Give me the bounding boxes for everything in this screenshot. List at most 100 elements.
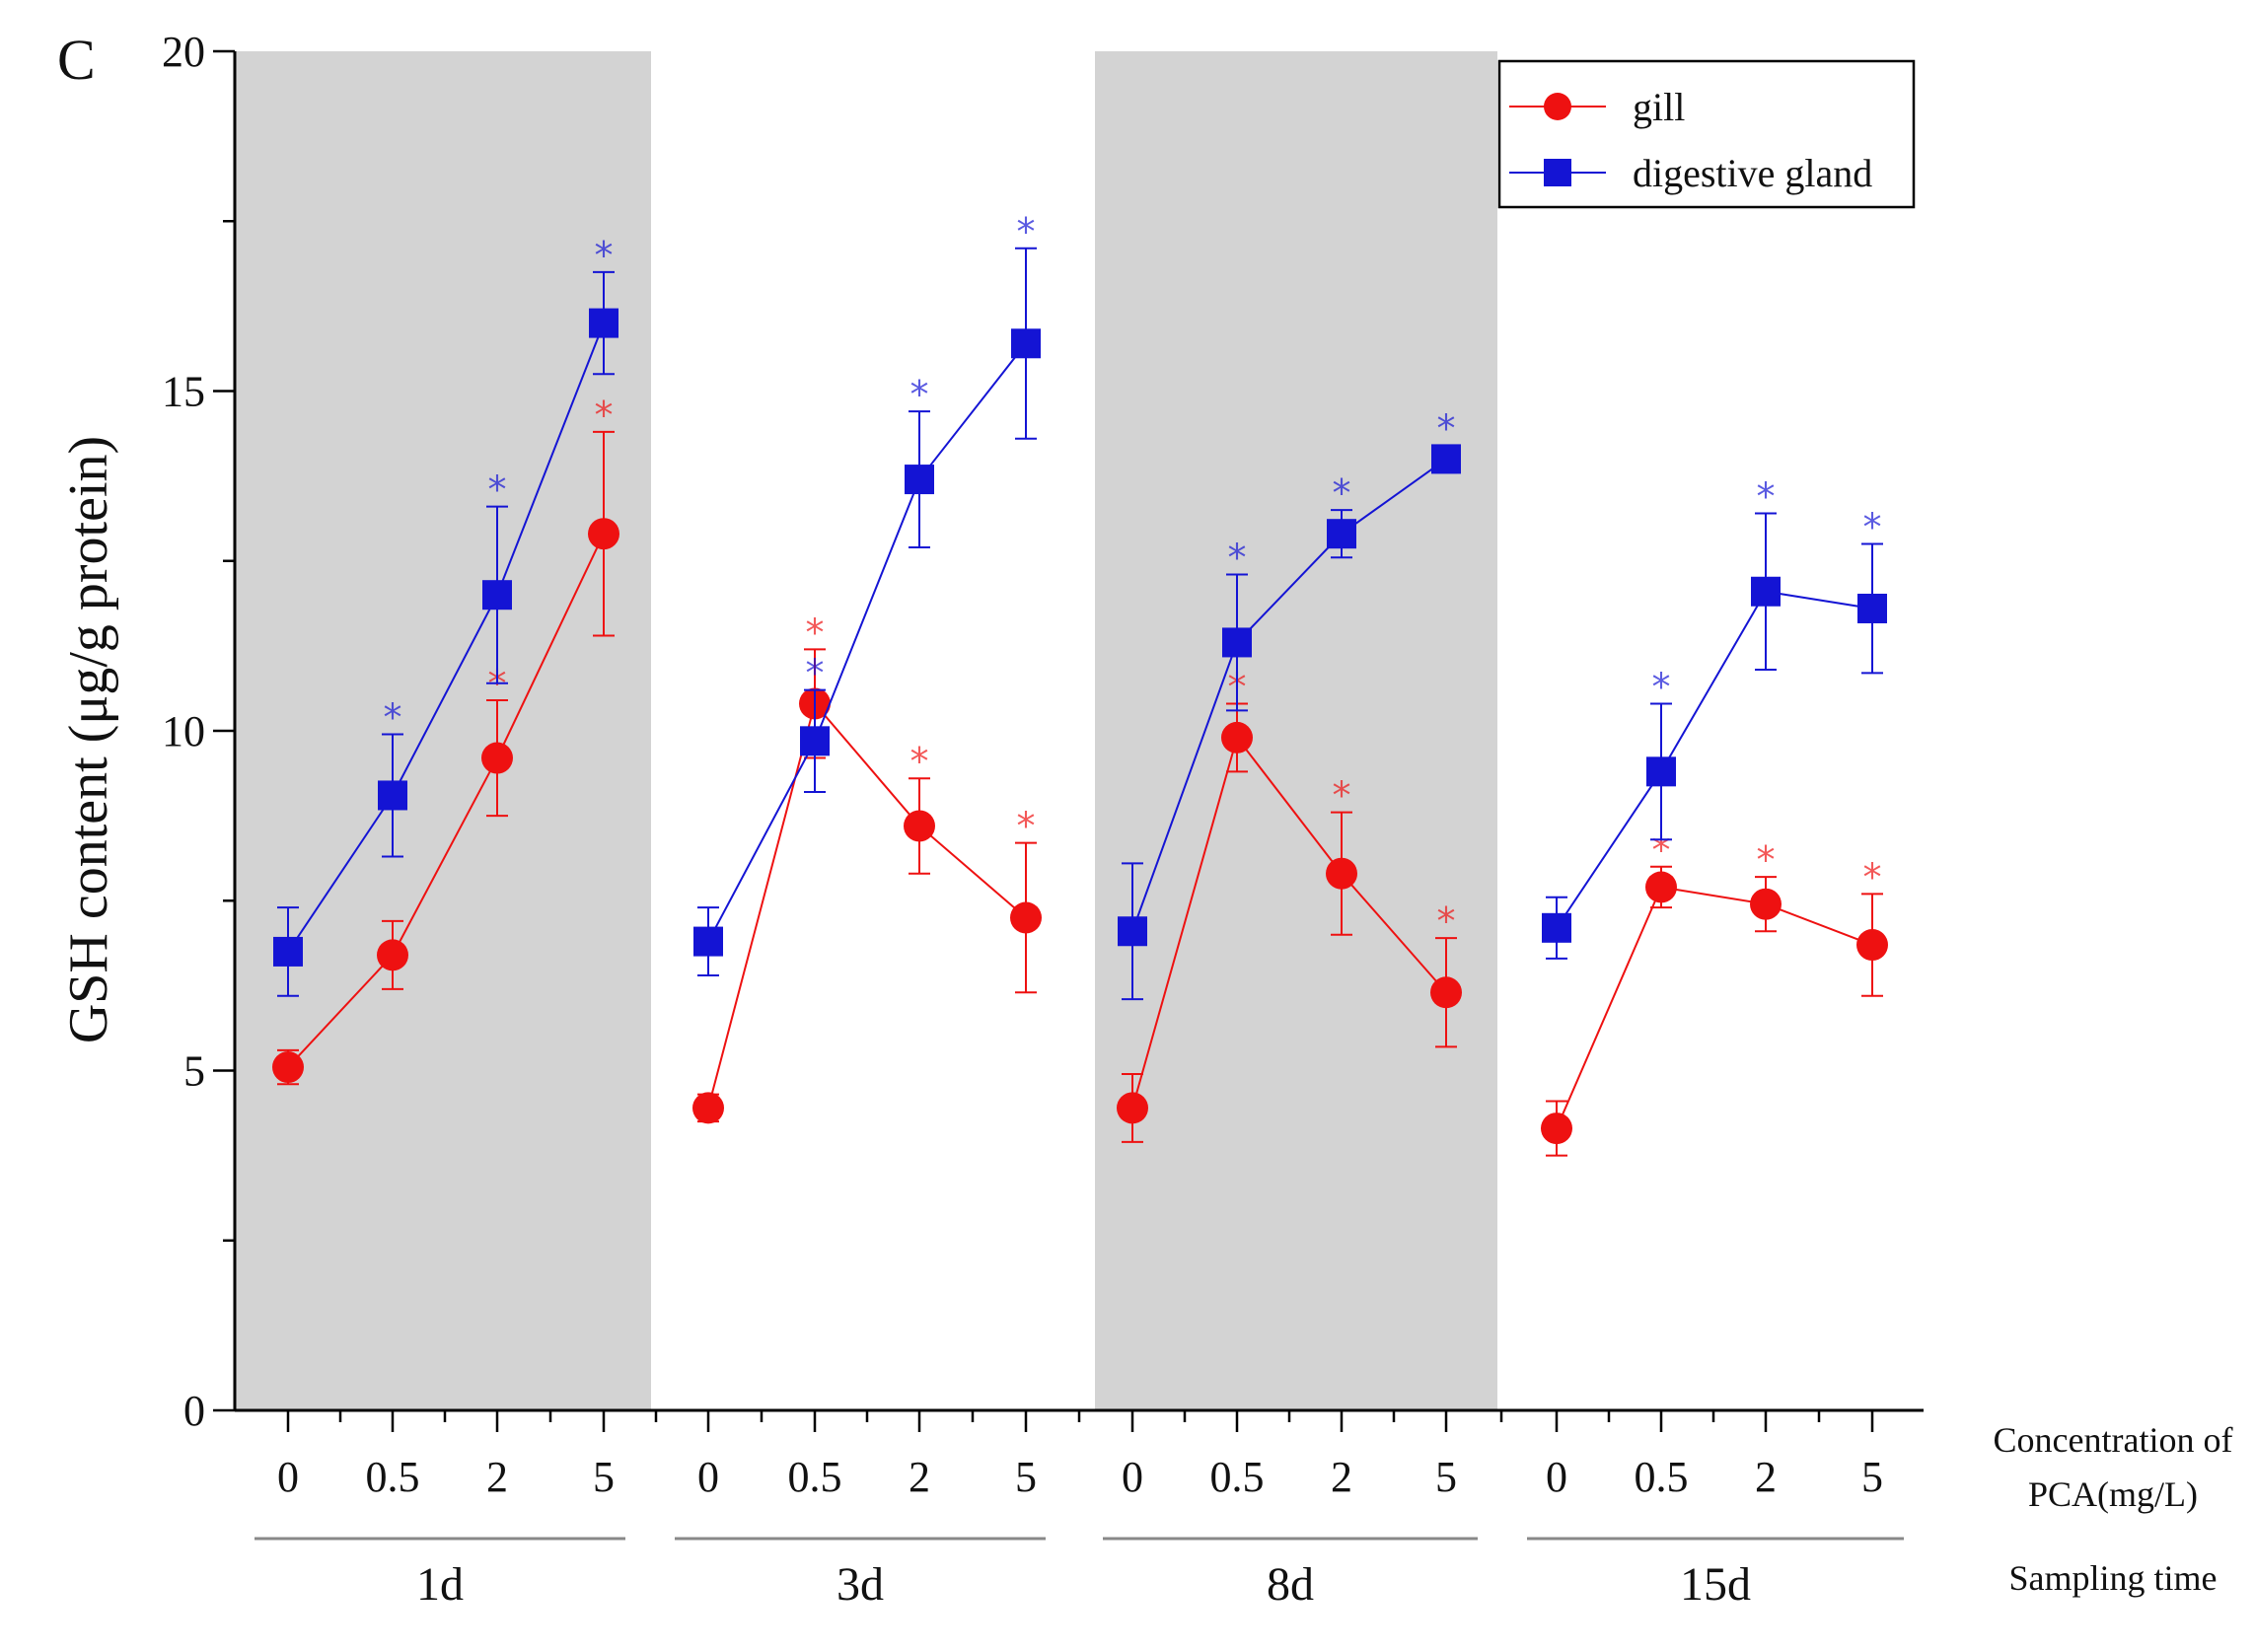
gland-significance-star: *: [910, 373, 929, 416]
group-label-1d: 1d: [416, 1558, 464, 1611]
group-label-8d: 8d: [1267, 1558, 1314, 1611]
x-tick-label: 0: [1122, 1453, 1143, 1501]
labels: 0 5 10 15 20 0 0.5 2 5 1d 0 0.5 2 5 3d 0 0.5 2 5 8d 0 0.5 2 5 15…: [162, 28, 1904, 1611]
gill-significance-star: *: [1757, 838, 1776, 882]
gill-point: [272, 1051, 304, 1084]
gill-series-line: [287, 533, 605, 1068]
x-tick-label: 2: [1755, 1453, 1777, 1501]
gland-significance-star: *: [806, 652, 825, 695]
gland-point: [1751, 576, 1781, 607]
gland-point: [693, 926, 723, 957]
gland-significance-star: *: [1757, 475, 1776, 519]
gland-point: [905, 465, 934, 495]
gill-point: [1117, 1092, 1148, 1124]
data-series: ***********************: [272, 210, 1888, 1157]
x-tick-label: 0.5: [366, 1453, 420, 1501]
group-shading: [235, 51, 1497, 1410]
gland-significance-star: *: [1333, 471, 1351, 515]
gill-point: [692, 1092, 724, 1124]
gland-significance-star: *: [1863, 506, 1882, 549]
y-tick-label: 20: [162, 28, 205, 76]
gland-significance-star: *: [488, 468, 507, 512]
gland-significance-star: *: [1228, 537, 1247, 580]
gill-significance-star: *: [1437, 899, 1456, 943]
y-tick-label: 15: [162, 368, 205, 416]
group-label-15d: 15d: [1680, 1558, 1751, 1611]
gland-point: [589, 308, 618, 338]
x-tick-label: 2: [1331, 1453, 1352, 1501]
gill-point: [1645, 871, 1677, 903]
legend-gill-label: gill: [1633, 85, 1685, 129]
gill-point: [1221, 721, 1253, 754]
group-shade-1d: [235, 51, 651, 1410]
gill-point: [1430, 976, 1462, 1009]
gland-series-line: [1556, 590, 1873, 929]
gill-series-line: [707, 701, 1027, 1109]
gland-series-line: [707, 342, 1027, 943]
x-tick-label: 0: [1546, 1453, 1567, 1501]
gill-point: [1326, 857, 1357, 890]
gland-point: [1646, 756, 1676, 787]
gill-significance-star: *: [595, 394, 614, 437]
gill-series-line: [1556, 886, 1873, 1129]
legend: gill digestive gland: [1497, 59, 1916, 209]
panel-letter: C: [57, 28, 96, 92]
gland-point: [1118, 916, 1147, 947]
right-label-concentration-2: PCA(mg/L): [2028, 1474, 2198, 1514]
gill-point: [1541, 1113, 1572, 1145]
gland-significance-star: *: [595, 234, 614, 277]
gill-significance-star: *: [806, 611, 825, 654]
x-tick-label: 0.5: [1210, 1453, 1265, 1501]
gill-point: [377, 939, 408, 971]
legend-gill-marker: [1544, 93, 1571, 120]
gill-significance-star: *: [910, 740, 929, 783]
gland-point: [378, 780, 407, 811]
gland-point: [1327, 519, 1356, 549]
y-tick-label: 0: [183, 1387, 205, 1435]
gland-significance-star: *: [1017, 210, 1036, 253]
gland-point: [273, 936, 303, 967]
right-label-sampling: Sampling time: [2009, 1558, 2218, 1598]
x-tick-label: 2: [486, 1453, 508, 1501]
axes: [213, 49, 1924, 1432]
group-shade-8d: [1095, 51, 1497, 1410]
gill-point: [1010, 901, 1042, 934]
legend-gland-label: digestive gland: [1633, 151, 1872, 195]
gill-point: [588, 518, 619, 550]
legend-gland-marker: [1544, 159, 1571, 186]
x-tick-label: 5: [593, 1453, 615, 1501]
gland-significance-star: *: [384, 695, 402, 739]
x-tick-label: 5: [1015, 1453, 1037, 1501]
y-tick-label: 5: [183, 1047, 205, 1096]
gland-point: [1857, 593, 1887, 623]
gland-point: [482, 580, 512, 611]
gland-point: [1222, 627, 1252, 658]
x-tick-label: 2: [909, 1453, 930, 1501]
gland-point: [1542, 912, 1571, 943]
gland-point: [800, 726, 830, 756]
gland-series-line: [287, 323, 605, 953]
gill-point: [904, 810, 935, 842]
x-tick-label: 5: [1861, 1453, 1883, 1501]
gland-significance-star: *: [1652, 665, 1671, 708]
gland-point: [1431, 444, 1461, 474]
gill-significance-star: *: [1333, 774, 1351, 818]
x-tick-label: 5: [1435, 1453, 1457, 1501]
gland-point: [1011, 328, 1041, 359]
gland-series-line: [1131, 458, 1447, 932]
x-tick-label: 0: [277, 1453, 299, 1501]
gill-point: [1856, 929, 1888, 962]
gill-significance-star: *: [1863, 855, 1882, 898]
gill-significance-star: *: [1017, 805, 1036, 848]
y-tick-label: 10: [162, 707, 205, 755]
x-tick-label: 0.5: [788, 1453, 842, 1501]
y-axis-title: GSH content (μg/g protein): [58, 436, 119, 1043]
group-label-3d: 3d: [837, 1558, 884, 1611]
gland-significance-star: *: [1437, 407, 1456, 451]
x-tick-label: 0.5: [1635, 1453, 1689, 1501]
x-tick-label: 0: [697, 1453, 719, 1501]
gill-series-line: [1131, 735, 1447, 1109]
gill-point: [1750, 888, 1782, 920]
right-label-concentration-1: Concentration of: [1994, 1420, 2233, 1460]
